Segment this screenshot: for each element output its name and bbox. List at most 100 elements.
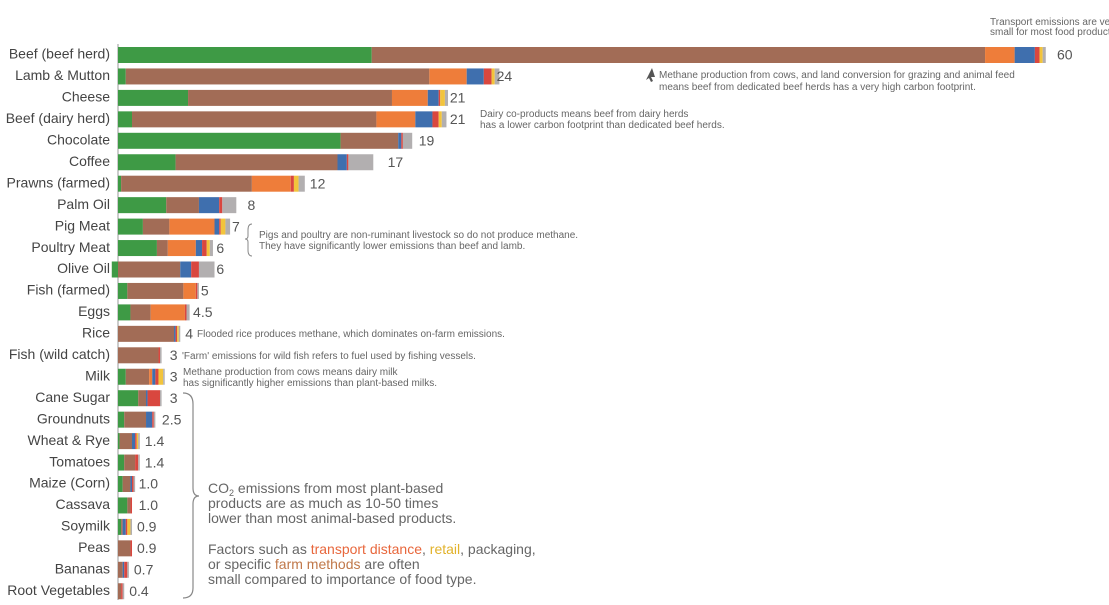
annotation: Transport emissions are very	[990, 17, 1109, 28]
bar-segment	[346, 154, 349, 171]
bar-segment	[121, 518, 123, 535]
bar-segment	[136, 433, 139, 450]
total-label: 1.4	[145, 433, 165, 449]
bar-segment	[118, 218, 143, 235]
brace	[182, 392, 200, 599]
annotation-part: transport distance	[311, 541, 422, 557]
bar-segment	[197, 282, 199, 299]
bar-segment	[127, 282, 184, 299]
bar-segment	[290, 175, 294, 192]
bar-segment	[219, 218, 221, 235]
category-label: Palm Oil	[57, 196, 110, 212]
bar-segment	[118, 175, 122, 192]
bar-segment	[251, 175, 291, 192]
bar-segment	[118, 89, 189, 106]
bar-segment	[118, 68, 126, 85]
bar-segment	[127, 561, 129, 578]
bar-segment	[122, 518, 126, 535]
bar-segment	[206, 240, 210, 257]
annotation-part: 2	[229, 488, 234, 498]
annotation-part: has significantly higher emissions than …	[183, 378, 437, 389]
bar-segment	[1014, 47, 1035, 63]
total-label: 4	[185, 326, 193, 342]
bar-segment	[130, 518, 133, 535]
bar-segment	[220, 218, 226, 235]
annotation-part: emissions from most plant-based	[234, 480, 443, 496]
bar-segment	[158, 368, 164, 385]
bar-segment	[119, 433, 133, 450]
bar-segment	[160, 347, 162, 364]
bar-segment	[398, 132, 402, 149]
bar-segment	[444, 89, 449, 106]
annotation: has significantly higher emissions than …	[183, 378, 437, 389]
bar-segment	[438, 111, 442, 128]
bar-segment	[209, 240, 213, 257]
bar-segment	[152, 411, 154, 428]
total-label: 1.0	[139, 476, 159, 492]
bar-segment	[222, 197, 237, 214]
bar-segment	[427, 89, 439, 106]
annotation-part: lower than most animal-based products.	[208, 510, 456, 526]
annotation-part: Flooded rice produces methane, which dom…	[197, 329, 505, 340]
annotation-part: , packaging,	[460, 541, 536, 557]
bar-segment	[133, 476, 136, 492]
bar-segment	[152, 368, 156, 385]
annotation-part: ,	[422, 541, 430, 557]
bar-segment	[371, 47, 986, 63]
annotation-part: They have significantly lower emissions …	[259, 241, 525, 252]
bar-segment	[118, 325, 175, 342]
category-label: Groundnuts	[37, 410, 110, 426]
bar-segment	[1042, 47, 1046, 63]
annotation: small compared to importance of food typ…	[208, 571, 476, 587]
total-label: 0.9	[137, 519, 157, 535]
annotation-part: has a lower carbon footprint than dedica…	[480, 120, 725, 131]
annotation: small for most food products	[990, 27, 1109, 38]
total-label: 0.7	[134, 562, 154, 578]
bar-segment	[118, 282, 128, 299]
bar-segment	[142, 218, 170, 235]
total-label: 7	[232, 218, 240, 234]
bar-segment	[156, 240, 168, 257]
bar-segment	[177, 325, 179, 342]
bar-segment	[466, 68, 484, 85]
bar-segment	[198, 197, 220, 214]
annotation-part: small compared to importance of food typ…	[208, 571, 476, 587]
bar-segment	[169, 218, 215, 235]
bar-segment	[1034, 47, 1040, 63]
bar-segment	[174, 325, 176, 342]
bar-segment	[122, 561, 125, 578]
bar-segment	[202, 240, 207, 257]
category-label: Chocolate	[47, 132, 110, 148]
bar-segment	[438, 89, 441, 106]
bar-segment	[440, 89, 445, 106]
bar-segment	[118, 561, 123, 578]
total-label: 3	[170, 368, 178, 384]
bar-segment	[118, 197, 167, 214]
bar-segment	[122, 476, 131, 492]
bar-segment	[198, 261, 215, 278]
bar-segment	[402, 132, 413, 149]
annotation: means beef from dedicated beef herds has…	[659, 82, 976, 93]
bar-segment	[118, 47, 372, 63]
bar-segment	[401, 132, 403, 149]
annotation: 'Farm' emissions for wild fish refers to…	[182, 351, 476, 362]
bar-segment	[219, 197, 223, 214]
annotation-part: Methane production from cows means dairy…	[183, 367, 399, 378]
bar-segment	[130, 304, 151, 321]
total-label: 24	[497, 68, 513, 84]
category-label: Prawns (farmed)	[7, 174, 110, 190]
bar-segment	[166, 197, 199, 214]
category-label: Fish (wild catch)	[9, 346, 110, 362]
bar-segment	[195, 240, 203, 257]
bar-segment	[138, 390, 147, 407]
bar-segment	[138, 433, 140, 450]
bar-segment	[124, 454, 136, 471]
bar-segment	[135, 433, 137, 450]
bar-segment	[298, 175, 305, 192]
total-label: 60	[1057, 47, 1073, 63]
category-label: Cane Sugar	[35, 389, 110, 405]
bar-segment	[183, 282, 196, 299]
category-label: Coffee	[69, 153, 110, 169]
bar-segment	[483, 68, 492, 85]
